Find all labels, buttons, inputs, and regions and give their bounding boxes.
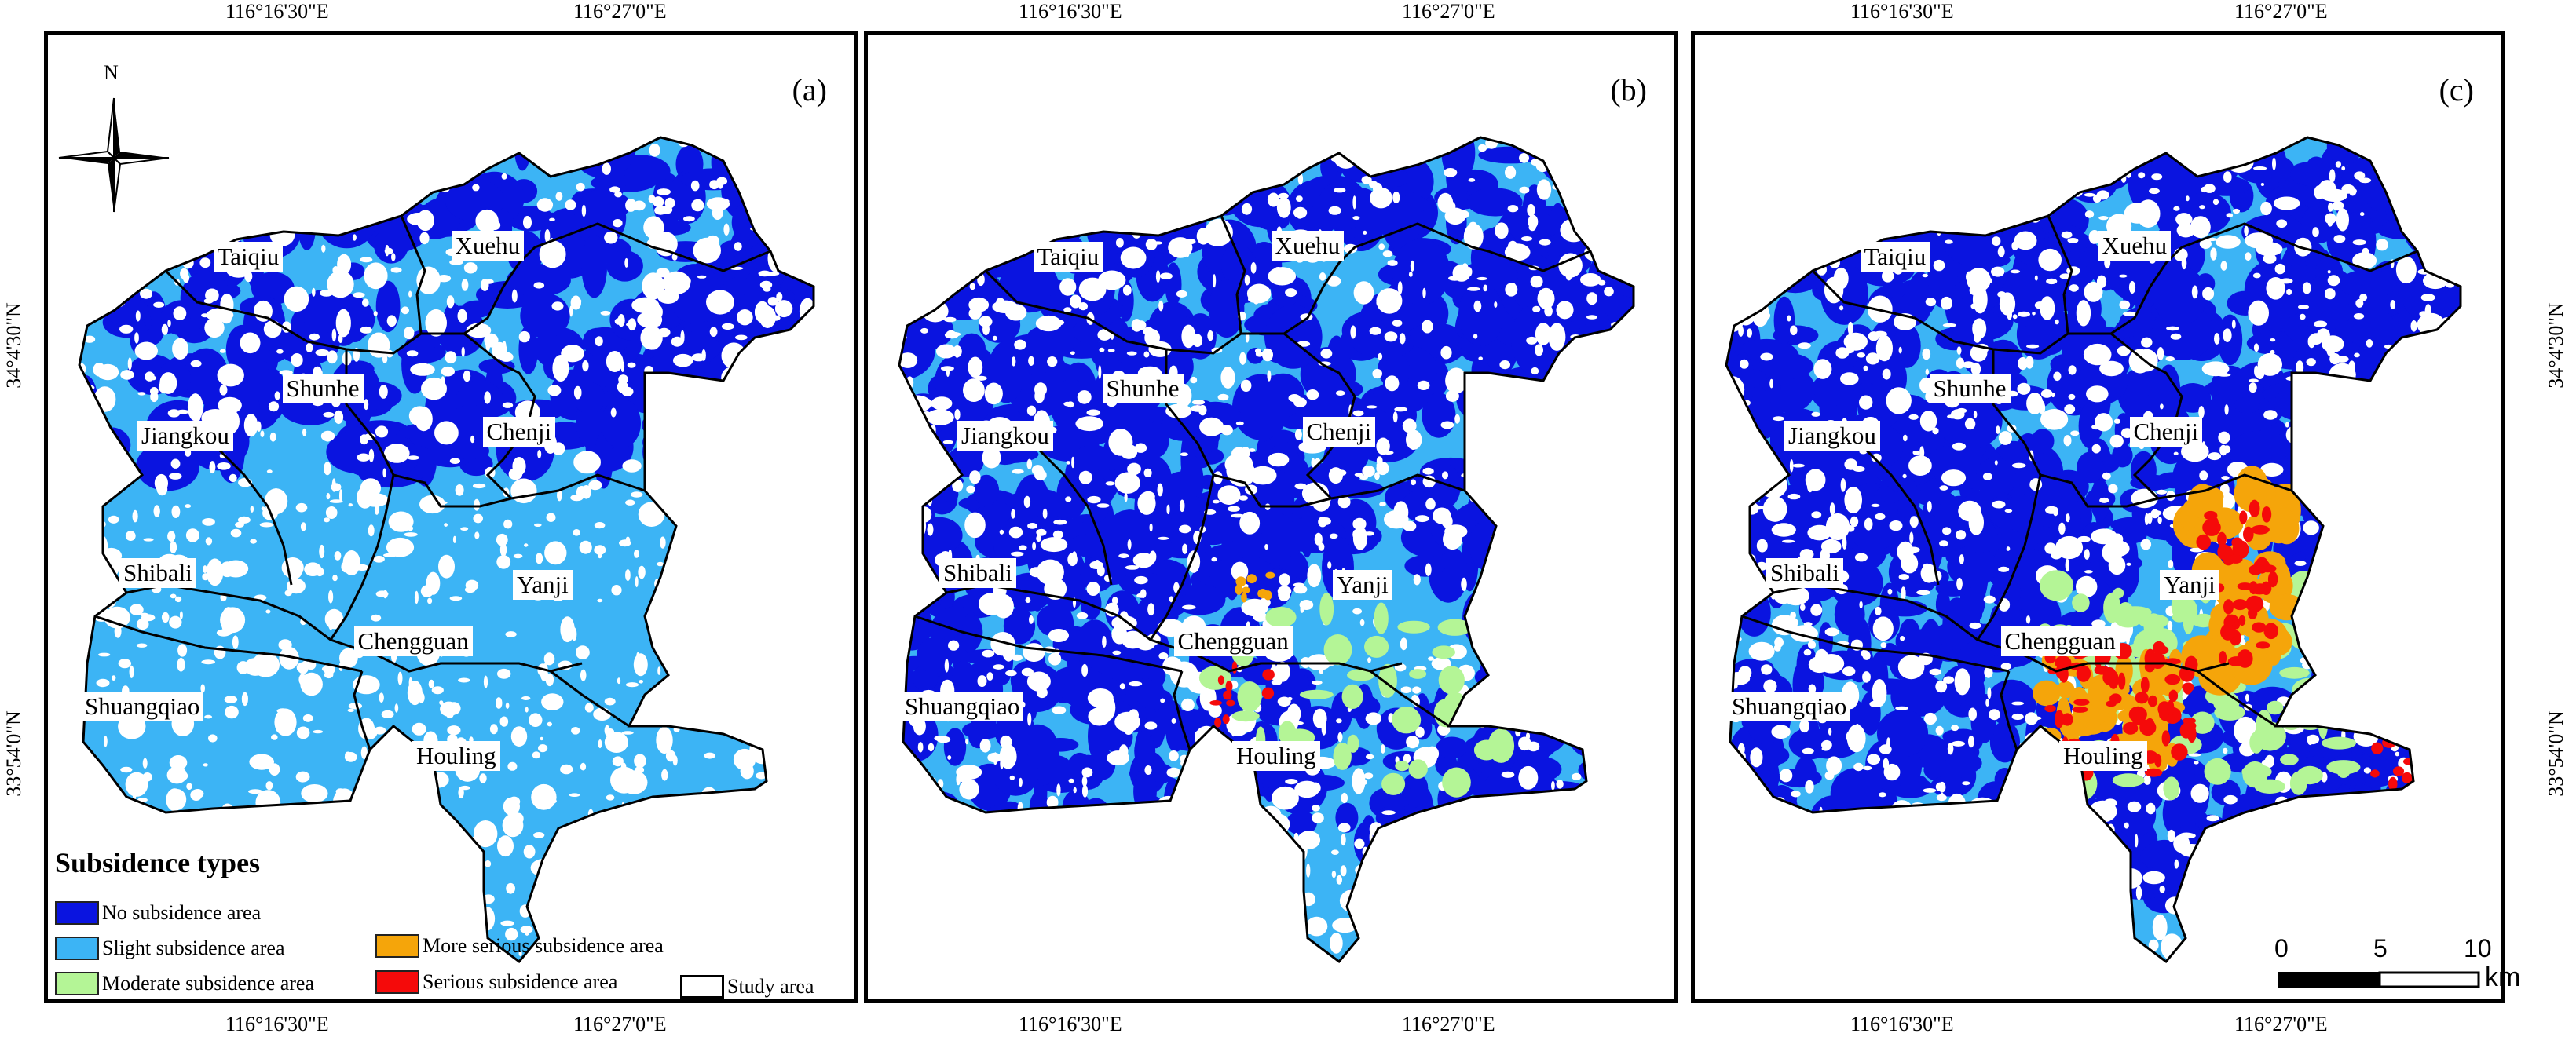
legend-item-serious: Serious subsidence area	[375, 970, 617, 994]
town-label-chenji-a: Chenji	[482, 417, 556, 447]
lon-label-bottom-b1: 116°16'30"E	[1019, 1013, 1122, 1035]
town-label-yanji-c: Yanji	[2160, 570, 2219, 600]
lon-label-top-c2: 116°27'0"E	[2234, 0, 2328, 23]
legend-label-moderate: Moderate subsidence area	[102, 972, 314, 995]
scale-tick-5: 5	[2373, 934, 2388, 962]
town-label-yanji-b: Yanji	[1333, 570, 1392, 600]
lon-label-bottom-c2: 116°27'0"E	[2234, 1013, 2328, 1035]
town-label-xuehu-a: Xuehu	[451, 231, 525, 261]
town-label-chenji-c: Chenji	[2129, 417, 2203, 447]
town-label-taiqiu-b: Taiqiu	[1033, 242, 1103, 272]
town-label-shunhe-a: Shunhe	[282, 374, 364, 403]
town-label-shunhe-b: Shunhe	[1102, 374, 1184, 403]
panel-label-b: (b)	[1610, 72, 1647, 108]
town-label-jiangkou-c: Jiangkou	[1784, 421, 1880, 451]
legend-label-slight: Slight subsidence area	[102, 937, 285, 959]
town-label-taiqiu-a: Taiqiu	[213, 242, 284, 272]
lon-label-bottom-c1: 116°16'30"E	[1850, 1013, 1954, 1035]
scale-tick-0: 0	[2274, 934, 2289, 962]
legend-label-more-serious: More serious subsidence area	[423, 934, 664, 957]
map-panel-c: (c) Taiqiu Xuehu Shunhe Jiangkou Chenji Shiba…	[1691, 31, 2505, 1003]
town-label-shibali-b: Shibali	[939, 558, 1016, 588]
lon-label-bottom-a1: 116°16'30"E	[225, 1013, 329, 1035]
lat-label-right-top: 34°4'30"N	[2545, 302, 2567, 389]
lat-label-left-top: 34°4'30"N	[2, 302, 25, 389]
town-label-chengguan-a: Chengguan	[353, 626, 473, 656]
lat-label-right-bottom: 33°54'0"N	[2545, 710, 2567, 797]
legend-swatch-serious	[375, 970, 419, 994]
town-label-houling-a: Houling	[412, 741, 500, 771]
town-label-shuangqiao-c: Shuangqiao	[1728, 692, 1851, 721]
legend-swatch-moderate	[55, 972, 99, 995]
legend-swatch-no-subsidence	[55, 901, 99, 925]
legend-swatch-slight	[55, 937, 99, 960]
legend-label-no-subsidence: No subsidence area	[102, 901, 262, 924]
town-label-houling-b: Houling	[1232, 741, 1320, 771]
town-label-jiangkou-a: Jiangkou	[137, 421, 233, 451]
panel-label-c: (c)	[2439, 72, 2474, 108]
town-label-yanji-a: Yanji	[513, 570, 573, 600]
lon-label-top-c1: 116°16'30"E	[1850, 0, 1954, 23]
map-panel-b: (b) Taiqiu Xuehu Shunhe Jiangkou Chenji Shiba…	[864, 31, 1678, 1003]
subsidence-map-c	[1725, 136, 2462, 964]
map-panel-a: (a) Taiqiu Xuehu Shunhe Jiangkou Chenji Shiba…	[44, 31, 858, 1003]
legend-item-study-area: Study area	[680, 975, 814, 999]
town-label-jiangkou-b: Jiangkou	[957, 421, 1053, 451]
town-label-chengguan-c: Chengguan	[2000, 626, 2120, 656]
town-label-chengguan-b: Chengguan	[1173, 626, 1293, 656]
town-label-chenji-b: Chenji	[1302, 417, 1376, 447]
lon-label-bottom-a2: 116°27'0"E	[573, 1013, 667, 1035]
lon-label-top-a1: 116°16'30"E	[225, 0, 329, 23]
north-arrow-icon	[58, 97, 170, 213]
town-label-houling-c: Houling	[2059, 741, 2147, 771]
legend-item-moderate: Moderate subsidence area	[55, 972, 314, 995]
scale-bar	[2278, 971, 2480, 988]
town-label-shuangqiao-a: Shuangqiao	[81, 692, 204, 721]
lat-label-left-bottom: 33°54'0"N	[2, 710, 25, 797]
lon-label-top-b1: 116°16'30"E	[1019, 0, 1122, 23]
lon-label-bottom-b2: 116°27'0"E	[1402, 1013, 1495, 1035]
legend-item-slight: Slight subsidence area	[55, 937, 285, 960]
legend-swatch-more-serious	[375, 934, 419, 958]
legend-item-no-subsidence: No subsidence area	[55, 901, 261, 925]
scale-unit: km	[2485, 962, 2521, 992]
town-label-shunhe-c: Shunhe	[1929, 374, 2011, 403]
north-label: N	[104, 61, 119, 84]
legend-label-study-area: Study area	[727, 975, 814, 998]
panel-label-a: (a)	[792, 72, 827, 108]
town-label-shibali-a: Shibali	[119, 558, 196, 588]
town-label-taiqiu-c: Taiqiu	[1860, 242, 1930, 272]
town-label-xuehu-c: Xuehu	[2098, 231, 2172, 261]
scale-tick-10: 10	[2464, 934, 2492, 962]
town-label-xuehu-b: Xuehu	[1271, 231, 1345, 261]
legend-label-serious: Serious subsidence area	[423, 970, 618, 993]
town-label-shuangqiao-b: Shuangqiao	[901, 692, 1024, 721]
legend-item-more-serious: More serious subsidence area	[375, 934, 664, 958]
subsidence-map-b	[898, 136, 1635, 964]
legend-title: Subsidence types	[55, 847, 261, 878]
lon-label-top-a2: 116°27'0"E	[573, 0, 667, 23]
legend-swatch-study-area	[680, 975, 724, 999]
lon-label-top-b2: 116°27'0"E	[1402, 0, 1495, 23]
town-label-shibali-c: Shibali	[1766, 558, 1843, 588]
